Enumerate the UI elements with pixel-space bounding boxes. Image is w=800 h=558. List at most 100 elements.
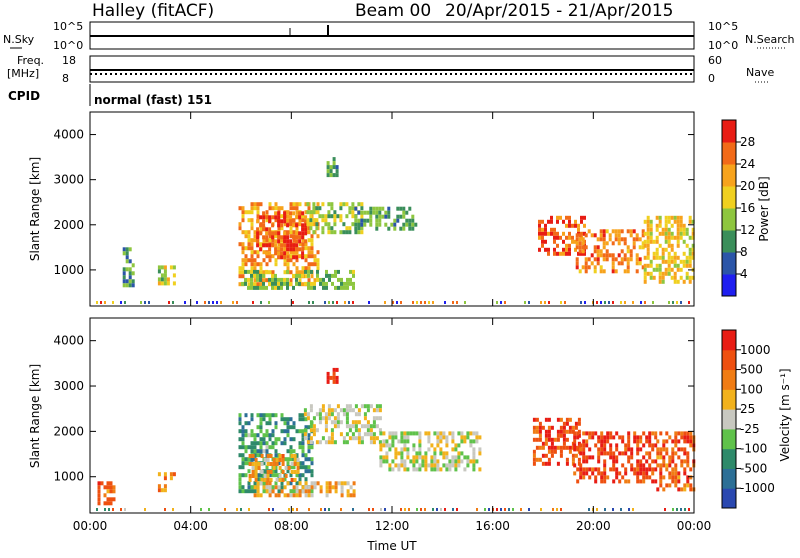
power-cell — [617, 253, 621, 258]
power-cell — [335, 165, 339, 170]
power-colorbar-tick-label: 16 — [740, 201, 755, 215]
velocity-cell — [630, 455, 634, 460]
velocity-cell — [248, 474, 252, 478]
date-range-title: 20/Apr/2015 - 21/Apr/2015 — [445, 1, 673, 21]
velocity-cell — [254, 466, 258, 470]
velocity-cell — [315, 412, 319, 417]
velocity-cell — [325, 485, 329, 490]
velocity-cell — [639, 471, 643, 476]
velocity-cell — [648, 475, 652, 480]
power-cell — [286, 266, 290, 271]
power-colorbar-swatch — [722, 230, 736, 253]
velocity-cell — [259, 445, 263, 450]
power-cell — [112, 301, 114, 304]
power-cell — [608, 237, 612, 242]
velocity-cell — [648, 455, 652, 460]
velocity-colorbar-frame — [721, 329, 737, 509]
velocity-cell — [615, 471, 619, 476]
power-cell — [369, 222, 373, 227]
power-cell — [313, 281, 316, 286]
power-cell — [250, 277, 253, 282]
power-cell — [587, 265, 591, 270]
power-cell — [333, 214, 337, 219]
velocity-cell — [348, 404, 352, 409]
power-cell — [375, 206, 379, 211]
velocity-cell — [612, 455, 616, 460]
velocity-cell — [280, 441, 284, 446]
power-cell — [298, 247, 302, 252]
velocity-cell — [238, 413, 242, 418]
power-cell — [664, 223, 668, 228]
power-cell — [268, 258, 272, 263]
power-cell — [259, 270, 263, 275]
velocity-cell — [418, 463, 422, 468]
power-cell — [253, 258, 257, 263]
velocity-cell — [298, 417, 302, 422]
power-cell — [298, 281, 301, 286]
power-cell — [271, 285, 274, 290]
nsky-panel: N.Sky 10^5 10^0 10^5 10^0 N.Search — [3, 20, 795, 52]
power-cell — [339, 206, 343, 211]
power-cell — [691, 275, 695, 280]
velocity-cell — [241, 453, 245, 458]
velocity-cell — [433, 467, 437, 472]
velocity-cell — [244, 461, 248, 466]
velocity-cell — [627, 431, 631, 436]
velocity-cell — [544, 441, 548, 446]
velocity-cell — [318, 440, 322, 445]
power-cell — [652, 267, 656, 272]
power-cell — [679, 259, 683, 264]
power-cell — [271, 254, 275, 259]
velocity-cell — [406, 451, 410, 456]
velocity-cell — [330, 408, 334, 413]
velocity-cell — [327, 404, 331, 409]
velocity-cell — [172, 508, 174, 511]
velocity-cell — [287, 466, 291, 470]
power-cell — [568, 247, 571, 252]
power-cell — [256, 250, 260, 255]
velocity-cell — [541, 441, 545, 446]
power-cell — [599, 269, 603, 274]
velocity-cell — [109, 501, 113, 506]
velocity-cell — [532, 425, 536, 430]
velocity-cell — [301, 489, 305, 494]
power-cell — [250, 250, 254, 255]
power-cell — [416, 301, 418, 304]
power-cell — [354, 214, 358, 219]
power-cell — [345, 214, 349, 219]
power-cell — [307, 226, 311, 231]
power-cell — [363, 210, 367, 215]
velocity-cell — [418, 451, 422, 456]
power-cell — [363, 218, 367, 223]
velocity-cell — [463, 455, 467, 460]
power-cell — [593, 265, 597, 270]
power-cell — [575, 245, 579, 250]
velocity-cell — [296, 458, 300, 462]
velocity-cell — [532, 449, 536, 454]
velocity-cell — [348, 408, 352, 413]
velocity-cell — [336, 404, 340, 409]
velocity-cell — [157, 472, 161, 477]
velocity-cell — [375, 416, 379, 421]
power-cell — [375, 218, 379, 223]
power-cell — [346, 285, 349, 290]
power-cell — [316, 273, 319, 278]
velocity-cell — [594, 431, 598, 436]
power-cell — [575, 241, 579, 246]
power-cell — [125, 255, 129, 260]
velocity-cell — [366, 432, 370, 437]
velocity-cell — [256, 481, 260, 486]
velocity-cell — [278, 454, 282, 458]
velocity-cell — [633, 439, 637, 444]
velocity-cell — [484, 508, 486, 511]
power-cell — [682, 279, 686, 284]
power-cell — [250, 258, 254, 263]
velocity-cell — [683, 431, 687, 436]
velocity-cell — [550, 425, 554, 430]
power-cell — [676, 279, 680, 284]
velocity-cell — [573, 431, 577, 436]
velocity-cell — [424, 455, 428, 460]
power-cell — [643, 263, 647, 268]
velocity-cell — [585, 443, 589, 448]
power-cell — [402, 206, 406, 211]
